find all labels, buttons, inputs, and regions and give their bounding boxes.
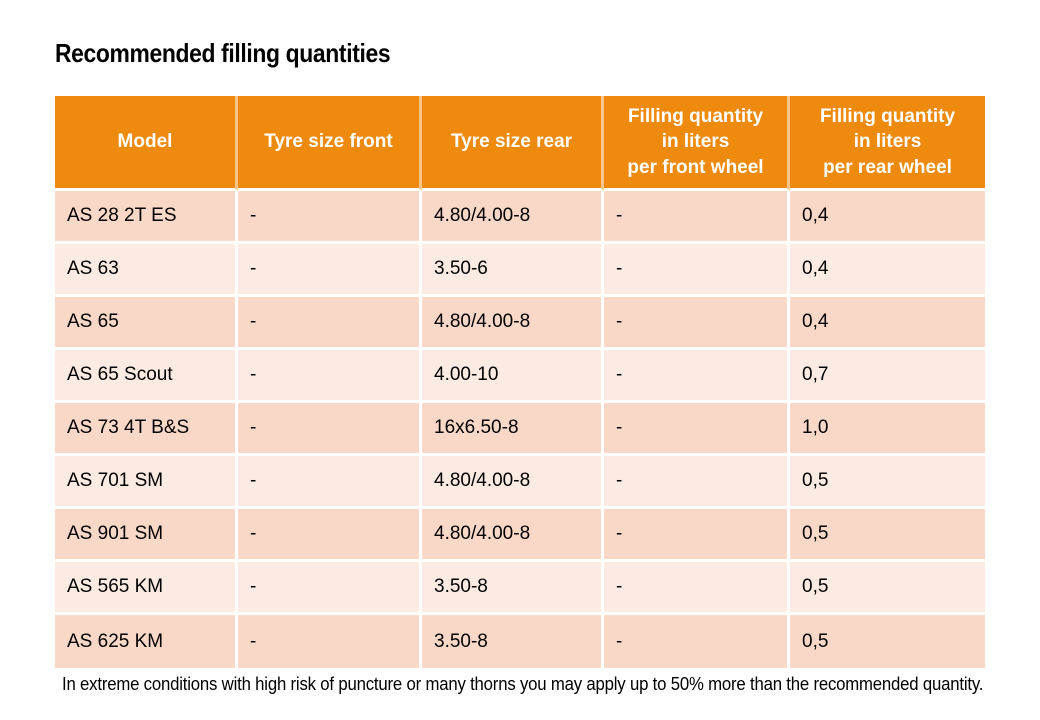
table-cell-filling-rear: 0,4 xyxy=(790,297,985,350)
filling-quantities-table: Model Tyre size front Tyre size rear Fil… xyxy=(55,96,985,668)
column-header-tyre-size-rear: Tyre size rear xyxy=(422,96,604,191)
table-cell-filling-rear: 0,5 xyxy=(790,456,985,509)
table-cell-tyre-size-rear: 3.50-6 xyxy=(422,244,604,297)
table-cell-tyre-size-rear: 3.50-8 xyxy=(422,615,604,668)
table-row: AS 701 SM -4.80/4.00-8-0,5 xyxy=(55,456,985,509)
table-cell-filling-rear: 1,0 xyxy=(790,403,985,456)
table-cell-tyre-size-front: - xyxy=(238,191,422,244)
table-row: AS 73 4T B&S -16x6.50-8-1,0 xyxy=(55,403,985,456)
table-cell-filling-rear: 0,5 xyxy=(790,562,985,615)
table-cell-filling-rear: 0,7 xyxy=(790,350,985,403)
table-cell-tyre-size-front: - xyxy=(238,615,422,668)
table-cell-filling-front: - xyxy=(604,244,790,297)
table-cell-filling-front: - xyxy=(604,509,790,562)
table-cell-tyre-size-front: - xyxy=(238,350,422,403)
table-cell-tyre-size-rear: 4.80/4.00-8 xyxy=(422,297,604,350)
table-cell-model: AS 65 Scout xyxy=(55,350,238,403)
table-cell-tyre-size-rear: 3.50-8 xyxy=(422,562,604,615)
table-cell-tyre-size-rear: 4.80/4.00-8 xyxy=(422,191,604,244)
table-row: AS 625 KM -3.50-8-0,5 xyxy=(55,615,985,668)
table-cell-tyre-size-front: - xyxy=(238,456,422,509)
table-cell-tyre-size-front: - xyxy=(238,297,422,350)
table-cell-filling-front: - xyxy=(604,562,790,615)
page-title: Recommended filling quantities xyxy=(55,38,391,68)
table-cell-filling-rear: 0,4 xyxy=(790,244,985,297)
table-cell-tyre-size-front: - xyxy=(238,509,422,562)
table-header-row: Model Tyre size front Tyre size rear Fil… xyxy=(55,96,985,191)
table-cell-tyre-size-rear: 16x6.50-8 xyxy=(422,403,604,456)
table-body: AS 28 2T ES -4.80/4.00-8-0,4 AS 63-3.50-6-… xyxy=(55,191,985,668)
table-cell-tyre-size-front: - xyxy=(238,403,422,456)
table-cell-filling-front: - xyxy=(604,615,790,668)
table-cell-model: AS 28 2T ES xyxy=(55,191,238,244)
table-cell-filling-rear: 0,5 xyxy=(790,509,985,562)
column-header-model: Model xyxy=(55,96,238,191)
table-cell-tyre-size-front: - xyxy=(238,562,422,615)
table-row: AS 65 Scout -4.00-10-0,7 xyxy=(55,350,985,403)
table-cell-tyre-size-rear: 4.80/4.00-8 xyxy=(422,456,604,509)
table-row: AS 565 KM -3.50-8-0,5 xyxy=(55,562,985,615)
table-cell-tyre-size-rear: 4.00-10 xyxy=(422,350,604,403)
table-row: AS 63-3.50-6-0,4 xyxy=(55,244,985,297)
footnote: In extreme conditions with high risk of … xyxy=(62,674,984,694)
table-cell-tyre-size-rear: 4.80/4.00-8 xyxy=(422,509,604,562)
table-cell-filling-front: - xyxy=(604,403,790,456)
table-cell-model: AS 901 SM xyxy=(55,509,238,562)
column-header-tyre-size-front: Tyre size front xyxy=(238,96,422,191)
table-cell-model: AS 63 xyxy=(55,244,238,297)
table-header: Model Tyre size front Tyre size rear Fil… xyxy=(55,96,985,191)
table-cell-model: AS 73 4T B&S xyxy=(55,403,238,456)
table-row: AS 28 2T ES -4.80/4.00-8-0,4 xyxy=(55,191,985,244)
table-cell-filling-rear: 0,4 xyxy=(790,191,985,244)
table-cell-filling-front: - xyxy=(604,456,790,509)
table-cell-tyre-size-front: - xyxy=(238,244,422,297)
column-header-filling-front: Filling quantity in liters per front whe… xyxy=(604,96,790,191)
table-cell-model: AS 701 SM xyxy=(55,456,238,509)
table-cell-filling-rear: 0,5 xyxy=(790,615,985,668)
table-cell-model: AS 65 xyxy=(55,297,238,350)
table-cell-filling-front: - xyxy=(604,297,790,350)
table-cell-model: AS 565 KM xyxy=(55,562,238,615)
table-cell-model: AS 625 KM xyxy=(55,615,238,668)
table-row: AS 901 SM -4.80/4.00-8-0,5 xyxy=(55,509,985,562)
table-cell-filling-front: - xyxy=(604,350,790,403)
table-row: AS 65-4.80/4.00-8-0,4 xyxy=(55,297,985,350)
column-header-filling-rear: Filling quantity in liters per rear whee… xyxy=(790,96,985,191)
table-cell-filling-front: - xyxy=(604,191,790,244)
